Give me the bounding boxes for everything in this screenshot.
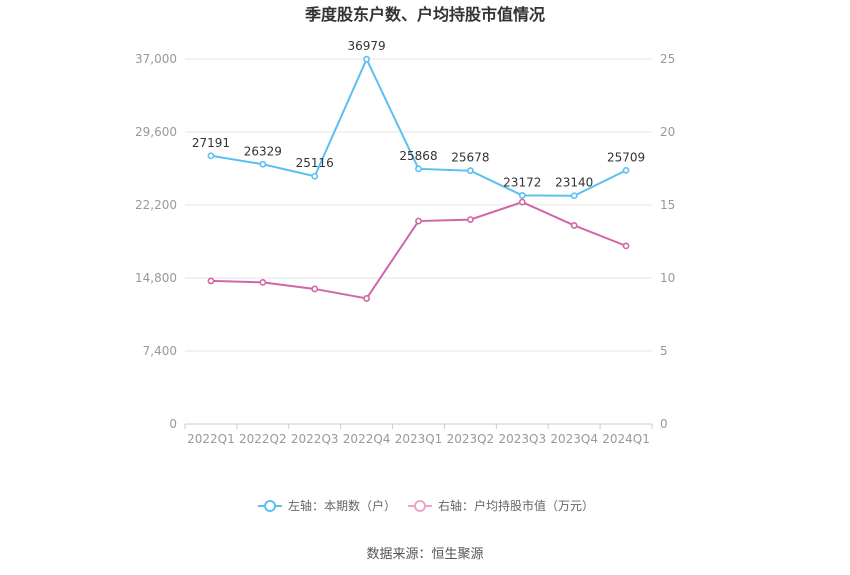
x-tick-label: 2022Q4 <box>343 432 391 446</box>
legend-label: 右轴：户均持股市值（万元） <box>438 498 594 513</box>
legend-marker <box>264 500 276 512</box>
x-tick-label: 2023Q3 <box>498 432 546 446</box>
data-point <box>570 192 578 200</box>
data-point <box>466 216 474 223</box>
data-label: 25868 <box>399 149 437 163</box>
legend-marker <box>414 500 426 512</box>
left-tick-label: 0 <box>169 417 177 431</box>
right-tick-label: 5 <box>660 344 668 358</box>
data-point <box>622 166 630 174</box>
left-tick-label: 14,800 <box>135 271 177 285</box>
data-point <box>311 285 319 293</box>
data-point <box>415 217 422 225</box>
data-label: 25678 <box>451 151 489 165</box>
chart-title: 季度股东户数、户均持股市值情况 <box>304 5 545 24</box>
x-axis: 2022Q1 2022Q2 2022Q3 2022Q4 2023Q1 2023Q2 2023… <box>184 424 653 446</box>
x-tick-label: 2023Q2 <box>447 432 495 446</box>
x-tick-label: 2022Q3 <box>291 432 339 446</box>
data-label: 23172 <box>503 175 541 189</box>
x-tick-label: 2023Q1 <box>395 432 443 446</box>
x-tick-label: 2024Q1 <box>602 432 650 446</box>
data-label: 26329 <box>244 144 282 158</box>
data-point <box>363 55 371 63</box>
right-tick-label: 25 <box>660 52 675 66</box>
data-point <box>259 160 267 168</box>
data-point <box>415 165 422 173</box>
x-tick-label: 2022Q1 <box>187 432 235 446</box>
right-tick-label: 15 <box>660 198 675 212</box>
left-tick-label: 29,600 <box>135 125 177 139</box>
left-tick-label: 22,200 <box>135 198 177 212</box>
data-label: 36979 <box>348 39 386 53</box>
legend-label: 左轴：本期数（户） <box>288 498 396 513</box>
right-axis: 0 5 10 15 20 25 <box>660 52 675 431</box>
right-tick-label: 0 <box>660 417 668 431</box>
data-point <box>311 172 319 180</box>
data-point <box>259 278 267 286</box>
data-label: 27191 <box>192 136 230 150</box>
data-point <box>207 277 215 285</box>
source-note: 数据来源：恒生聚源 <box>366 547 483 562</box>
data-point <box>622 242 630 250</box>
right-tick-label: 10 <box>660 271 675 285</box>
left-tick-label: 37,000 <box>135 52 177 66</box>
data-point <box>466 167 474 175</box>
data-label: 23140 <box>555 176 593 190</box>
grid <box>185 58 652 425</box>
left-tick-label: 7,400 <box>143 344 177 358</box>
data-point <box>207 152 215 160</box>
x-tick-label: 2023Q4 <box>550 432 598 446</box>
right-tick-label: 20 <box>660 125 675 139</box>
data-point <box>570 222 578 229</box>
data-point <box>518 198 526 206</box>
data-label: 25116 <box>296 156 334 170</box>
data-point <box>363 295 371 302</box>
left-axis: 0 7,400 14,800 22,200 29,600 37,000 <box>135 52 177 431</box>
x-tick-label: 2022Q2 <box>239 432 287 446</box>
data-label: 25709 <box>607 150 645 164</box>
data-point <box>518 192 526 199</box>
legend: 左轴：本期数（户） 右轴：户均持股市值（万元） <box>258 498 594 513</box>
series-line-2 <box>210 201 627 300</box>
plot-area: 27191 26329 25116 36979 25868 25678 23172 23140… <box>192 39 645 302</box>
